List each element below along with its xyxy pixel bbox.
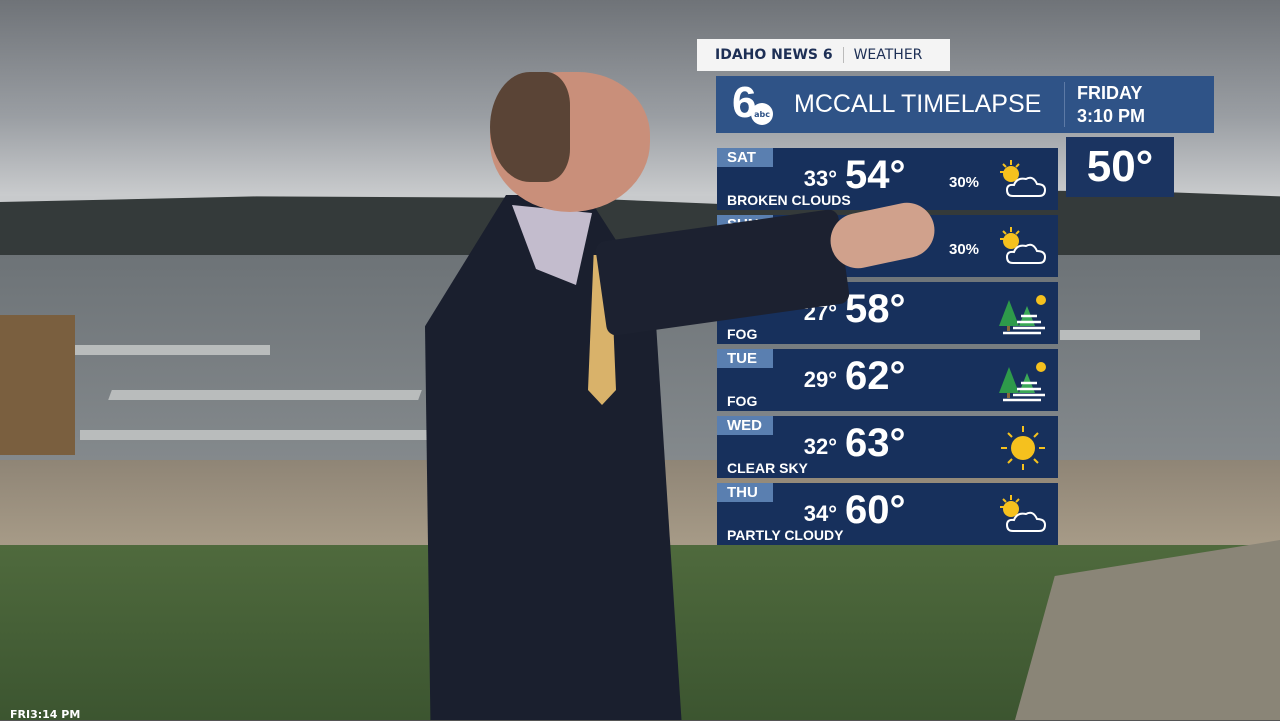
divider xyxy=(1064,82,1065,127)
high-temp: 58° xyxy=(845,287,906,331)
partly-cloudy-icon xyxy=(997,158,1049,202)
sunny-icon xyxy=(997,426,1049,470)
fog-icon xyxy=(997,292,1049,336)
station-bug: IDAHO NEWS 6 WEATHER xyxy=(697,39,950,71)
low-temp: 33° xyxy=(803,166,837,191)
forecast-row: THU 34° 60° PARTLY CLOUDY xyxy=(717,483,1058,545)
page-title: MCCALL TIMELAPSE xyxy=(794,90,1042,118)
day-tab: WED xyxy=(717,416,773,435)
dock xyxy=(60,345,270,355)
forecast-row: SAT 33° 54° BROKEN CLOUDS 30% xyxy=(717,148,1058,210)
precip-chance: 30% xyxy=(949,241,980,258)
dock xyxy=(80,430,430,440)
high-temp: 63° xyxy=(845,421,906,465)
dock xyxy=(1060,330,1200,340)
low-temp: 29° xyxy=(803,367,837,392)
partly-cloudy-icon xyxy=(997,493,1049,537)
forecast-row: WED 32° 63° CLEAR SKY xyxy=(717,416,1058,478)
condition: PARTLY CLOUDY xyxy=(727,527,844,543)
condition: FOG xyxy=(727,393,758,409)
shed xyxy=(0,315,75,455)
day-label: FRIDAY xyxy=(1077,82,1143,103)
section-name: WEATHER xyxy=(853,47,923,63)
precip-chance: 30% xyxy=(949,174,980,191)
header-bar: 6 abc MCCALL TIMELAPSE FRIDAY 3:10 PM xyxy=(716,76,1214,133)
low-temp: 34° xyxy=(803,501,837,526)
day-tab: THU xyxy=(717,483,773,502)
partly-cloudy-icon xyxy=(997,225,1049,269)
day-tab: TUE xyxy=(717,349,773,368)
low-temp: 32° xyxy=(803,434,837,459)
date-time: FRIDAY 3:10 PM xyxy=(1077,82,1145,128)
dock xyxy=(108,390,422,400)
high-temp: 60° xyxy=(845,488,906,532)
condition: CLEAR SKY xyxy=(727,460,808,476)
divider xyxy=(842,47,844,63)
time-label: 3:10 PM xyxy=(1077,105,1146,126)
timestamp: FRI3:14 PM xyxy=(10,708,81,721)
condition: BROKEN CLOUDS xyxy=(727,192,851,208)
day-tab: SAT xyxy=(717,148,773,167)
presenter-hair xyxy=(490,72,570,182)
current-temperature: 50° xyxy=(1066,137,1174,197)
fog-icon xyxy=(997,359,1049,403)
high-temp: 62° xyxy=(845,354,906,398)
condition: FOG xyxy=(727,326,758,342)
station-name: IDAHO NEWS 6 xyxy=(715,47,833,63)
high-temp: 54° xyxy=(845,153,906,197)
forecast-row: TUE 29° 62° FOG xyxy=(717,349,1058,411)
station-logo-icon: 6 abc xyxy=(716,76,778,133)
